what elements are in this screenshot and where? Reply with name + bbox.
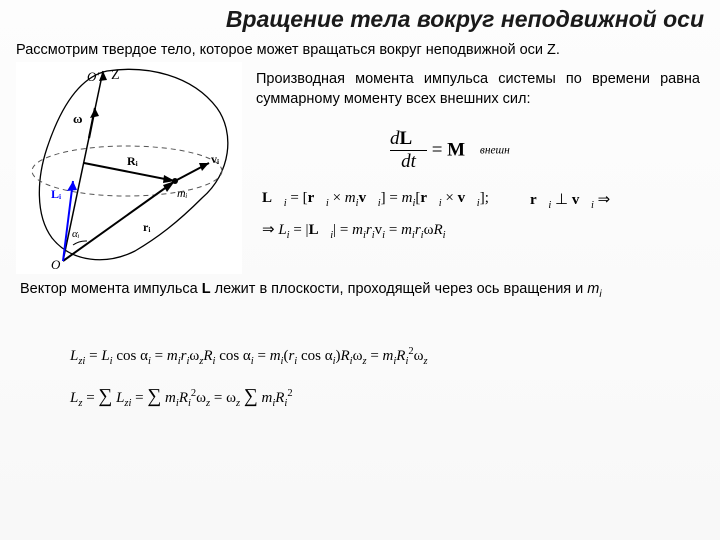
- rotation-figure: Z O′ O ω mᵢ rᵢ Rᵢ vᵢ Lᵢ: [16, 62, 242, 274]
- label-Z: Z: [111, 68, 120, 83]
- label-O: O: [51, 257, 61, 272]
- label-mi: mᵢ: [177, 186, 188, 200]
- vector-plane-text: Вектор момента импульса L лежит в плоско…: [20, 280, 680, 302]
- equation-Lzi: Lzi = Li cos αi = miriωzRi cos αi = mi(r…: [70, 346, 428, 367]
- label-alpha: αᵢ: [72, 228, 80, 240]
- intro-text: Рассмотрим твердое тело, которое может в…: [16, 42, 704, 58]
- label-vi: vᵢ: [211, 152, 219, 166]
- label-omega: ω: [73, 111, 83, 126]
- equation-Li-magnitude: ⇒ Li = |L⃗i| = mirivi = miriωRi: [262, 220, 446, 241]
- label-Li: Lᵢ: [51, 187, 61, 201]
- equation-Lz-sum: Lz = ∑ Lzi = ∑ miRi2ωz = ωz ∑ miRi2: [70, 386, 293, 409]
- equation-Li-vector: L⃗i = [r⃗i × miv⃗i] = mi[r⃗i × v⃗i];: [262, 190, 489, 209]
- derivative-text: Производная момента импульса системы по …: [256, 70, 700, 109]
- label-Ri: Rᵢ: [127, 154, 138, 168]
- slide-title: Вращение тела вокруг неподвижной оси: [226, 6, 704, 33]
- equation-perp: r⃗i ⊥ v⃗i ⇒: [530, 190, 610, 211]
- equation-dLdt: dL⃗dt = M⃗внешн: [390, 128, 510, 173]
- label-ri: rᵢ: [143, 220, 150, 234]
- label-Oprime: O′: [87, 69, 99, 84]
